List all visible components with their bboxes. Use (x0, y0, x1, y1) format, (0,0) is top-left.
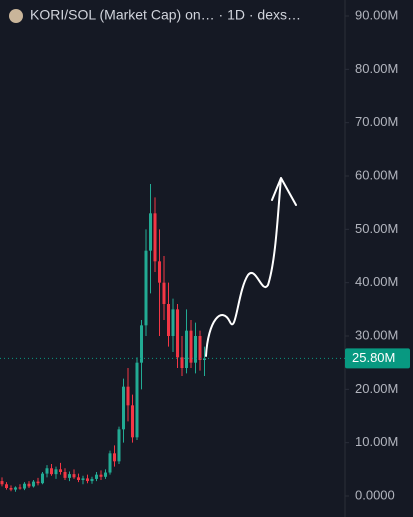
candle-body (135, 362, 139, 438)
y-tick-label: 30.00M (355, 327, 398, 342)
candle-body (99, 474, 103, 477)
candle-body (72, 474, 76, 478)
last-price-label: 25.80M (352, 350, 395, 365)
candle-body (27, 483, 31, 487)
candle-body (198, 336, 202, 360)
candle-body (153, 213, 157, 262)
candle-body (86, 478, 89, 482)
drawn-arrow (205, 177, 297, 357)
candle-body (162, 282, 166, 304)
token-icon (9, 9, 23, 23)
candle-body (23, 483, 26, 489)
candle-body (81, 478, 85, 480)
candle-body (113, 453, 116, 462)
y-tick-label: 10.00M (355, 434, 398, 449)
candle-body (14, 487, 17, 490)
candle-body (180, 357, 184, 368)
candle-body (36, 481, 40, 484)
candle-body (50, 468, 53, 475)
candle-body (189, 330, 193, 363)
candle-body (167, 304, 170, 336)
candle-body (194, 336, 197, 363)
candle-body (140, 325, 143, 363)
candle-body (158, 261, 161, 283)
candle-body (108, 453, 112, 473)
candle-body (90, 478, 94, 482)
chart-title: KORI/SOL (Market Cap) on… · 1D · dexs… (30, 7, 301, 23)
candle-body (18, 487, 22, 489)
candle-body (63, 472, 67, 478)
candle-body (126, 386, 130, 406)
candle-body (68, 474, 71, 478)
y-tick-label: 20.00M (355, 381, 398, 396)
candle-body (95, 474, 98, 479)
last-price-box (345, 348, 410, 369)
candle-body (122, 386, 125, 430)
y-tick-label: 0.0000 (355, 487, 395, 502)
candle-body (117, 429, 121, 462)
y-tick-label: 70.00M (355, 114, 398, 129)
candle-body (9, 488, 13, 490)
candle-body (77, 477, 80, 480)
candle-body (104, 472, 107, 477)
candle-body (32, 481, 35, 487)
candle-body (45, 468, 49, 474)
candle-body (144, 250, 148, 326)
candle-body (171, 309, 175, 336)
candle-body (176, 309, 179, 358)
candle-body (185, 330, 188, 368)
y-tick-label: 80.00M (355, 61, 398, 76)
y-tick-label: 40.00M (355, 274, 398, 289)
candle-body (59, 469, 62, 472)
candle-body (203, 358, 206, 360)
candle-body (149, 213, 152, 251)
candle-body (41, 473, 44, 484)
y-tick-label: 90.00M (355, 7, 398, 22)
candle-body (54, 469, 58, 475)
y-tick-label: 60.00M (355, 167, 398, 182)
y-tick-label: 50.00M (355, 221, 398, 236)
candle-body (5, 484, 8, 488)
candle-body (131, 405, 134, 438)
candle-body (0, 481, 4, 485)
